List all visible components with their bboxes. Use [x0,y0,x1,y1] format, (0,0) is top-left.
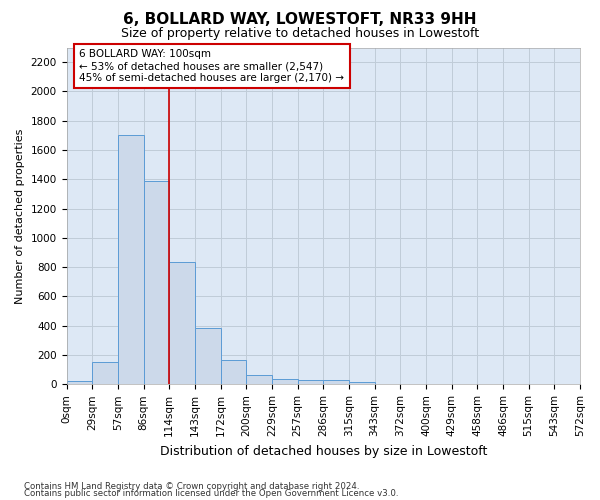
Text: Size of property relative to detached houses in Lowestoft: Size of property relative to detached ho… [121,28,479,40]
Text: Contains public sector information licensed under the Open Government Licence v3: Contains public sector information licen… [24,489,398,498]
Text: 6 BOLLARD WAY: 100sqm
← 53% of detached houses are smaller (2,547)
45% of semi-d: 6 BOLLARD WAY: 100sqm ← 53% of detached … [79,50,344,82]
Bar [298,380,323,384]
Bar [246,375,272,384]
Text: 6, BOLLARD WAY, LOWESTOFT, NR33 9HH: 6, BOLLARD WAY, LOWESTOFT, NR33 9HH [123,12,477,28]
Bar [118,136,143,384]
Y-axis label: Number of detached properties: Number of detached properties [15,128,25,304]
Text: Contains HM Land Registry data © Crown copyright and database right 2024.: Contains HM Land Registry data © Crown c… [24,482,359,491]
Bar [195,328,221,384]
Bar [349,382,374,384]
Bar [143,181,169,384]
Bar [272,379,298,384]
Bar [323,380,349,384]
Bar [221,360,246,384]
X-axis label: Distribution of detached houses by size in Lowestoft: Distribution of detached houses by size … [160,444,487,458]
Bar [169,262,195,384]
Bar [67,382,92,384]
Bar [92,362,118,384]
